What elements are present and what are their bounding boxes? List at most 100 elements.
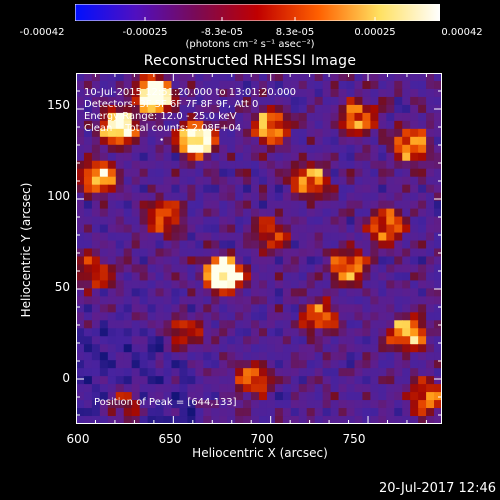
heatmap-cell: [171, 288, 181, 297]
heatmap-cell: [314, 336, 324, 345]
heatmap-cell: [187, 200, 196, 210]
heatmap-cell: [251, 344, 260, 353]
heatmap-cell: [91, 304, 101, 313]
heatmap-cell: [83, 304, 93, 313]
heatmap-cell: [426, 336, 435, 345]
heatmap-cell: [282, 288, 292, 297]
heatmap-cell: [394, 160, 403, 170]
heatmap-cell: [418, 120, 427, 130]
heatmap-cell: [266, 120, 276, 130]
heatmap-cell: [362, 328, 371, 337]
heatmap-cell: [163, 80, 173, 90]
heatmap-cell: [426, 376, 435, 385]
heatmap-cell: [298, 264, 308, 274]
heatmap-cell: [91, 128, 101, 138]
heatmap-cell: [179, 400, 188, 409]
heatmap-cell: [282, 152, 292, 162]
heatmap-cell: [219, 272, 228, 282]
heatmap-cell: [107, 168, 117, 178]
heatmap-cell: [314, 328, 324, 337]
heatmap-cell: [243, 192, 252, 202]
heatmap-cell: [235, 312, 244, 321]
heatmap-cell: [203, 232, 212, 242]
heatmap-cell: [131, 168, 141, 178]
heatmap-cell: [306, 184, 316, 194]
heatmap-cell: [123, 184, 133, 194]
heatmap-cell: [131, 336, 141, 345]
heatmap-cell: [115, 128, 125, 138]
heatmap-cell: [394, 192, 403, 202]
heatmap-cell: [274, 240, 284, 250]
heatmap-cell: [434, 360, 442, 369]
heatmap-cell: [243, 328, 252, 337]
heatmap-cell: [147, 216, 157, 226]
heatmap-cell: [235, 408, 244, 417]
heatmap-cell: [338, 256, 348, 266]
heatmap-cell: [155, 176, 165, 186]
heatmap-cell: [179, 360, 188, 369]
heatmap-cell: [131, 392, 141, 401]
heatmap-cell: [155, 144, 165, 154]
heatmap-cell: [426, 80, 435, 90]
heatmap-cell: [370, 256, 379, 266]
heatmap-cell: [107, 328, 117, 337]
heatmap-cell: [76, 80, 85, 90]
heatmap-cell: [354, 296, 364, 305]
heatmap-cell: [410, 200, 419, 210]
heatmap-cell: [282, 96, 292, 106]
heatmap-cell: [322, 232, 332, 242]
y-axis-label: Heliocentric Y (arcsec): [19, 182, 33, 318]
heatmap-cell: [370, 224, 379, 234]
heatmap-cell: [83, 296, 93, 305]
heatmap-cell: [123, 208, 133, 218]
heatmap-cell: [282, 184, 292, 194]
heatmap-cell: [362, 216, 371, 226]
heatmap-cell: [123, 200, 133, 210]
heatmap-cell: [330, 328, 340, 337]
heatmap-cell: [243, 256, 252, 266]
heatmap-cell: [235, 200, 244, 210]
heatmap-cell: [290, 288, 300, 297]
heatmap-cell: [378, 96, 387, 106]
heatmap-cell: [259, 168, 268, 178]
colorbar-tickmarks: [144, 17, 376, 21]
heatmap-cell: [227, 152, 236, 162]
heatmap-cell: [386, 232, 395, 242]
heatmap-cell: [139, 136, 149, 146]
heatmap-cell: [259, 256, 268, 266]
colorbar-tick-3: 8.3e-05: [275, 27, 315, 38]
heatmap-cell: [147, 176, 157, 186]
heatmap-cell: [282, 400, 292, 409]
heatmap-cell: [274, 368, 284, 377]
heatmap-cell: [298, 112, 308, 122]
heatmap-cell: [322, 152, 332, 162]
heatmap-cell: [163, 280, 173, 289]
heatmap-cell: [227, 200, 236, 210]
heatmap-cell: [290, 160, 300, 170]
heatmap-cell: [83, 256, 93, 266]
heatmap-cell: [179, 224, 188, 234]
heatmap-cell: [211, 368, 220, 377]
heatmap-cell: [251, 73, 260, 82]
heatmap-cell: [322, 200, 332, 210]
heatmap-cell: [227, 376, 236, 385]
heatmap-cell: [402, 240, 411, 250]
heatmap-cell: [99, 360, 109, 369]
heatmap-cell: [139, 384, 149, 393]
heatmap-cell: [378, 336, 387, 345]
heatmap-cell: [251, 120, 260, 130]
heatmap-cell: [203, 144, 212, 154]
heatmap-cell: [203, 152, 212, 162]
heatmap-cell: [187, 96, 196, 106]
heatmap-cell: [195, 192, 204, 202]
heatmap-cell: [426, 160, 435, 170]
heatmap-cell: [76, 168, 85, 178]
heatmap-cell: [259, 160, 268, 170]
heatmap-cell: [155, 288, 165, 297]
heatmap-cell: [155, 328, 165, 337]
colorbar-tick-4: 0.00025: [354, 27, 396, 38]
heatmap-cell: [259, 144, 268, 154]
heatmap-cell: [434, 272, 442, 282]
heatmap-cell: [235, 352, 244, 361]
heatmap-cell: [394, 376, 403, 385]
